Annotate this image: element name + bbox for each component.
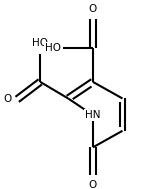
Text: O: O [89,4,97,14]
Text: O: O [3,94,11,104]
Text: O: O [89,180,97,189]
Text: HO: HO [32,38,48,48]
Text: HO: HO [44,43,61,53]
Text: HN: HN [85,110,101,120]
